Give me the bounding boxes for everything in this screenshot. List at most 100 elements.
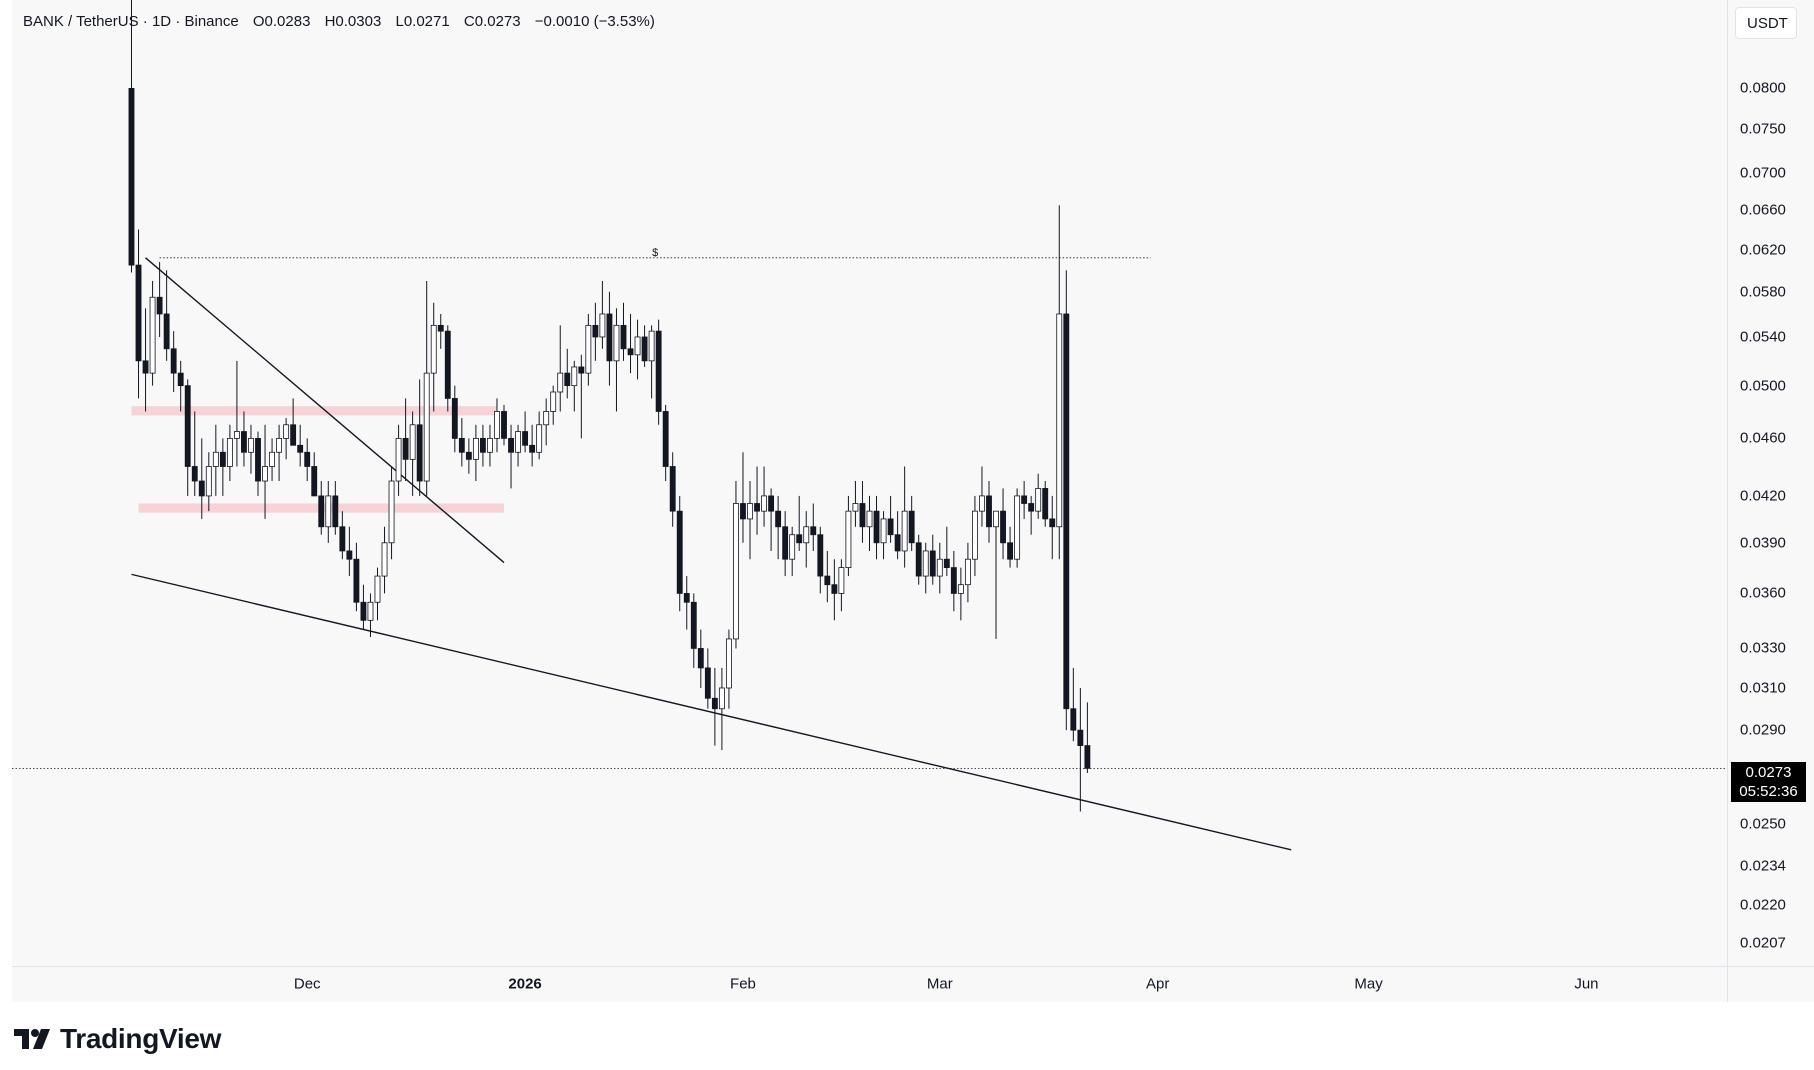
highlight-zone: [131, 406, 497, 416]
candle-body: [747, 503, 753, 520]
candle-body: [571, 366, 578, 387]
time-tick-label: Apr: [1146, 975, 1170, 993]
time-tick-label: 2026: [508, 975, 542, 993]
candle-body: [620, 324, 627, 350]
candle-body: [943, 558, 950, 568]
candle-body: [782, 526, 789, 560]
candle-body: [346, 550, 353, 560]
candle-body: [409, 424, 416, 460]
price-tick-label: 0.0620: [1740, 241, 1786, 259]
candle-body: [564, 372, 571, 387]
chart-panel[interactable]: [12, 0, 1814, 1002]
candle-body: [353, 558, 360, 603]
candle-body: [768, 495, 775, 512]
candle-body: [964, 558, 971, 586]
candle-body: [381, 542, 388, 577]
price-tick-label: 0.0310: [1740, 679, 1786, 697]
candle-body: [627, 348, 634, 356]
candle-body: [718, 687, 725, 710]
time-tick-label: Dec: [293, 975, 321, 993]
candle-body: [219, 451, 226, 467]
candle-body: [789, 534, 796, 560]
candle-body: [269, 451, 275, 467]
price-tick-label: 0.0660: [1740, 201, 1786, 219]
candle-body: [142, 360, 149, 374]
time-tick-label: May: [1354, 975, 1383, 993]
candle-body: [465, 451, 472, 460]
candle-body: [1056, 313, 1063, 528]
candle-body: [522, 431, 529, 446]
candle-body: [536, 424, 543, 453]
candle-body: [128, 87, 135, 266]
trendline: [131, 573, 1292, 851]
candle-body: [838, 567, 845, 594]
tradingview-logo[interactable]: TradingView: [14, 1022, 221, 1056]
candle-body: [817, 534, 824, 577]
candle-body: [775, 510, 782, 528]
candle-body: [873, 510, 880, 544]
candle-body: [852, 503, 859, 512]
price-tick-label: 0.0750: [1740, 120, 1786, 138]
legend-sep-2: ·: [175, 13, 181, 30]
candle-body: [733, 503, 739, 640]
candle-body: [262, 466, 268, 482]
candle-body: [845, 510, 852, 568]
candle-body: [1021, 495, 1028, 504]
candle-body: [437, 324, 444, 332]
candle-body: [472, 437, 479, 460]
candle-body: [880, 518, 887, 544]
candle-body: [578, 366, 585, 374]
candle-body: [494, 411, 500, 439]
candle-body: [1070, 708, 1077, 731]
price-tick-label: 0.0207: [1740, 934, 1786, 952]
candle-body: [929, 550, 936, 577]
candle-body: [135, 264, 142, 362]
currency-button[interactable]: USDT: [1735, 7, 1797, 39]
candle-body: [550, 391, 557, 412]
candle-body: [198, 480, 205, 497]
horizontal-lines: $: [12, 247, 1727, 769]
candle-body: [304, 451, 311, 467]
legend-high: H0.0303: [324, 13, 382, 30]
price-chart[interactable]: $: [0, 0, 1814, 1005]
candle-body: [908, 510, 915, 544]
legend-close: C0.0273: [463, 13, 521, 30]
candle-body: [1063, 313, 1070, 710]
candle-body: [887, 518, 894, 536]
legend-low: L0.0271: [395, 13, 450, 30]
candle-body: [297, 444, 304, 453]
legend-exchange: Binance: [184, 13, 239, 30]
candle-body: [290, 424, 297, 446]
price-tick-label: 0.0390: [1740, 534, 1786, 552]
candle-body: [824, 575, 831, 586]
candle-body: [276, 437, 283, 453]
candle-body: [367, 601, 374, 621]
candle-body: [318, 495, 325, 528]
candle-body: [529, 444, 536, 453]
last-price-badge: 0.0273 05:52:36: [1731, 762, 1806, 802]
tradingview-logo-icon: [14, 1029, 50, 1049]
candle-body: [957, 584, 964, 594]
candle-body: [149, 296, 156, 374]
candle-body: [915, 542, 922, 577]
candle-body: [177, 372, 184, 387]
tradingview-logo-text: TradingView: [60, 1023, 222, 1054]
candle-body: [444, 330, 451, 399]
candle-body: [676, 510, 683, 594]
candle-body: [543, 411, 550, 426]
time-tick-label: Mar: [926, 975, 953, 993]
candle-body: [205, 466, 212, 497]
legend-interval[interactable]: 1D: [151, 13, 172, 30]
candle-body: [810, 526, 817, 536]
candle-body: [388, 480, 395, 544]
candle-body: [803, 526, 810, 544]
candle-body: [711, 697, 718, 710]
candle-body: [754, 503, 760, 512]
trendlines[interactable]: [131, 257, 1292, 851]
time-tick-label: Feb: [730, 975, 756, 993]
candle-body: [669, 466, 676, 512]
candle-body: [831, 584, 838, 594]
candles: [128, 0, 1091, 812]
legend-symbol[interactable]: BANK / TetherUS: [23, 13, 139, 30]
candle-body: [859, 503, 866, 528]
